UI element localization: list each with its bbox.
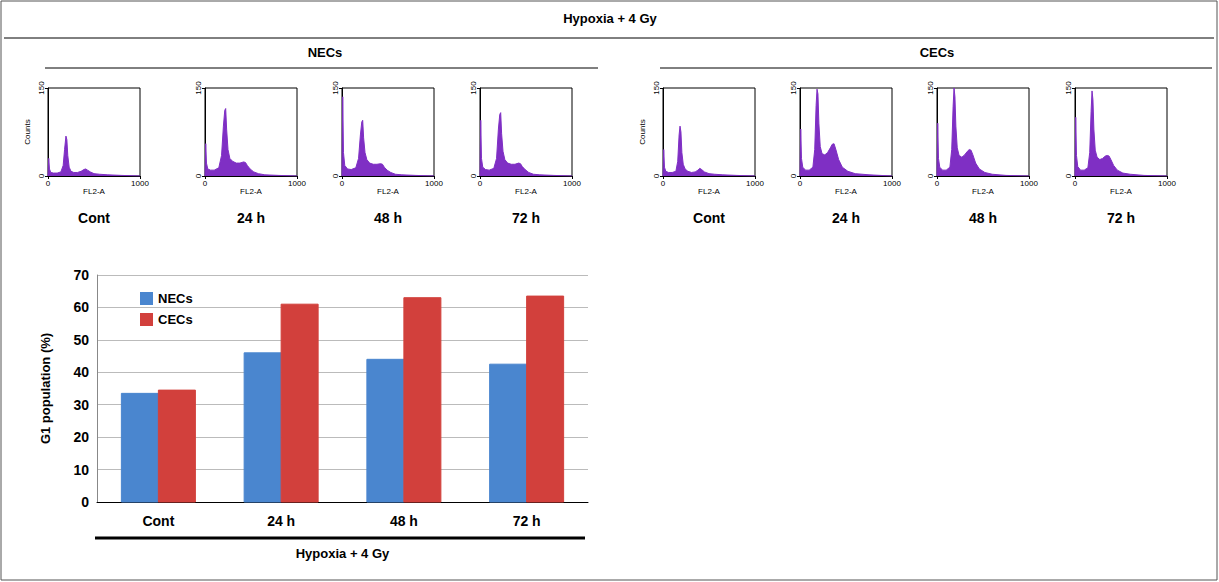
svg-text:0: 0 — [203, 179, 208, 188]
svg-text:Counts: Counts — [23, 119, 32, 144]
svg-text:150: 150 — [652, 81, 661, 95]
svg-text:NECs: NECs — [308, 45, 343, 60]
svg-text:0: 0 — [652, 173, 661, 178]
svg-text:48 h: 48 h — [390, 513, 418, 529]
svg-text:0: 0 — [789, 173, 798, 178]
svg-text:FL2-A: FL2-A — [377, 187, 399, 196]
svg-text:G1 population (%): G1 population (%) — [38, 333, 53, 444]
svg-text:0: 0 — [478, 179, 483, 188]
svg-text:24 h: 24 h — [832, 210, 860, 226]
svg-text:0: 0 — [469, 173, 478, 178]
svg-text:FL2-A: FL2-A — [515, 187, 537, 196]
svg-text:48 h: 48 h — [374, 210, 402, 226]
svg-text:150: 150 — [469, 81, 478, 95]
svg-text:1000: 1000 — [131, 179, 149, 188]
svg-text:1000: 1000 — [883, 179, 901, 188]
svg-text:10: 10 — [73, 462, 89, 478]
svg-text:150: 150 — [789, 81, 798, 95]
svg-text:0: 0 — [935, 179, 940, 188]
svg-text:150: 150 — [331, 81, 340, 95]
svg-text:150: 150 — [194, 81, 203, 95]
svg-text:0: 0 — [340, 179, 345, 188]
svg-text:1000: 1000 — [563, 179, 581, 188]
svg-text:CECs: CECs — [158, 312, 193, 327]
svg-text:1000: 1000 — [1158, 179, 1176, 188]
svg-text:0: 0 — [661, 179, 666, 188]
svg-text:NECs: NECs — [158, 291, 193, 306]
svg-text:72 h: 72 h — [512, 210, 540, 226]
svg-text:Cont: Cont — [142, 513, 174, 529]
svg-text:24 h: 24 h — [237, 210, 265, 226]
svg-text:0: 0 — [194, 173, 203, 178]
svg-text:72 h: 72 h — [1107, 210, 1135, 226]
svg-text:0: 0 — [926, 173, 935, 178]
svg-text:40: 40 — [73, 364, 89, 380]
svg-text:0: 0 — [37, 173, 46, 178]
svg-text:CECs: CECs — [920, 45, 955, 60]
svg-text:150: 150 — [926, 81, 935, 95]
svg-text:0: 0 — [1073, 179, 1078, 188]
svg-text:70: 70 — [73, 267, 89, 283]
svg-text:Cont: Cont — [693, 210, 725, 226]
svg-text:FL2-A: FL2-A — [972, 187, 994, 196]
svg-text:1000: 1000 — [746, 179, 764, 188]
svg-text:24 h: 24 h — [267, 513, 295, 529]
svg-text:150: 150 — [37, 81, 46, 95]
svg-text:20: 20 — [73, 429, 89, 445]
svg-text:Cont: Cont — [78, 210, 110, 226]
svg-text:50: 50 — [73, 332, 89, 348]
svg-text:30: 30 — [73, 397, 89, 413]
svg-text:0: 0 — [1064, 173, 1073, 178]
svg-text:Hypoxia + 4 Gy: Hypoxia + 4 Gy — [296, 546, 390, 561]
svg-text:72 h: 72 h — [513, 513, 541, 529]
svg-text:0: 0 — [81, 494, 89, 510]
svg-text:150: 150 — [1064, 81, 1073, 95]
svg-text:FL2-A: FL2-A — [835, 187, 857, 196]
svg-text:Counts: Counts — [638, 119, 647, 144]
svg-text:FL2-A: FL2-A — [240, 187, 262, 196]
svg-text:1000: 1000 — [288, 179, 306, 188]
svg-text:Hypoxia + 4 Gy: Hypoxia + 4 Gy — [563, 11, 657, 26]
svg-text:0: 0 — [331, 173, 340, 178]
svg-text:FL2-A: FL2-A — [698, 187, 720, 196]
svg-text:48 h: 48 h — [969, 210, 997, 226]
svg-text:1000: 1000 — [1020, 179, 1038, 188]
svg-text:60: 60 — [73, 299, 89, 315]
svg-text:1000: 1000 — [425, 179, 443, 188]
svg-text:FL2-A: FL2-A — [83, 187, 105, 196]
svg-text:0: 0 — [798, 179, 803, 188]
svg-text:FL2-A: FL2-A — [1110, 187, 1132, 196]
svg-text:0: 0 — [46, 179, 51, 188]
